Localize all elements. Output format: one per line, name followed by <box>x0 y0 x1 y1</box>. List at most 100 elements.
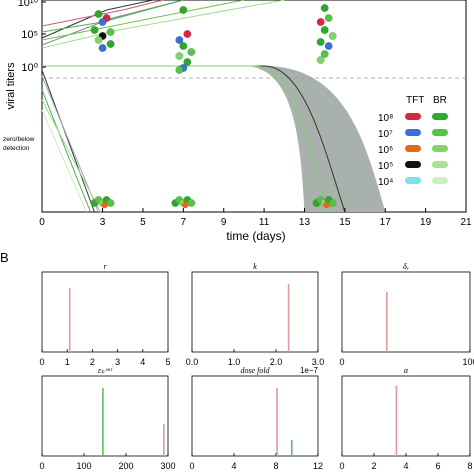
histogram-frame <box>191 271 319 353</box>
x-tick-label: 15 <box>339 217 351 228</box>
x-tick-label: 13 <box>299 217 311 228</box>
legend-swatch-tft <box>405 129 421 136</box>
y-tick-label: 10⁵ <box>21 29 38 41</box>
curve-decay <box>41 89 91 213</box>
histogram-title: dose fold <box>240 366 270 375</box>
data-point <box>175 65 184 74</box>
curve-decay <box>41 69 95 213</box>
data-point <box>98 44 107 53</box>
legend-header-tft: TFT <box>406 95 424 106</box>
x-tick-label: 6 <box>435 461 440 471</box>
data-point <box>320 26 329 35</box>
x-tick-label: 0.0 <box>186 357 199 367</box>
histogram-frame <box>341 271 471 353</box>
legend-swatch-br <box>432 113 448 120</box>
histogram-frame <box>41 271 169 353</box>
histogram-frame <box>191 375 319 457</box>
panel-b-letter: B <box>0 250 9 265</box>
x-axis-ticks: 0 3 5 7 9 11 13 15 17 19 21 <box>39 208 472 228</box>
legend-swatch-tft <box>405 161 421 168</box>
posterior-histogram: dose fold 1e−7 0 4 8 12 <box>189 366 323 471</box>
x-tick-label: 0 <box>39 217 45 228</box>
x-tick-label: 4 <box>403 461 408 471</box>
data-point <box>106 40 115 49</box>
data-point <box>179 42 188 51</box>
x-tick-label: 8 <box>273 461 278 471</box>
data-point <box>175 36 184 45</box>
histogram-title: k <box>253 262 257 271</box>
x-tick-label: 200 <box>118 461 133 471</box>
posterior-histogram: r 0 1 2 3 4 5 <box>39 262 170 367</box>
x-tick-label: 5 <box>165 357 170 367</box>
data-point <box>316 18 325 27</box>
x-tick-label: 21 <box>460 217 472 228</box>
data-point <box>182 201 189 209</box>
data-point <box>323 201 330 209</box>
model-curves <box>41 0 346 213</box>
plot-frame <box>41 0 467 213</box>
x-tick-label: 0 <box>39 357 44 367</box>
x-tick-label: 9 <box>221 217 227 228</box>
legend-swatch-tft <box>405 177 421 184</box>
x-tick-label: 2 <box>90 357 95 367</box>
data-point <box>94 36 103 45</box>
x-tick-label: 3 <box>100 217 106 228</box>
data-point <box>90 26 99 35</box>
x-tick-label: 1.0 <box>228 357 241 367</box>
x-tick-label: 0 <box>189 461 194 471</box>
x-tick-label: 0 <box>339 461 344 471</box>
x-tick-label: 100 <box>76 461 91 471</box>
data-point <box>316 56 325 65</box>
prediction-band <box>42 66 386 212</box>
legend-dose-label: 10⁷ <box>378 129 393 140</box>
x-tick-label: 19 <box>420 217 432 228</box>
curve-growth <box>41 0 285 49</box>
curve-tft <box>42 65 346 213</box>
x-tick-label: 12 <box>313 461 323 471</box>
data-point <box>324 42 333 51</box>
histogram-title: α <box>404 366 409 375</box>
curve-growth <box>41 0 245 41</box>
x-tick-label: 2.0 <box>270 357 283 367</box>
x-tick-label: 300 <box>160 461 175 471</box>
data-point <box>183 30 192 39</box>
curve-decay <box>41 109 87 213</box>
data-point <box>320 3 329 12</box>
below-detection-label: detection <box>3 145 30 152</box>
x-tick-label: 100 <box>462 357 474 367</box>
data-point <box>94 9 103 18</box>
legend-dose-label: 10⁵ <box>378 161 393 172</box>
data-point <box>101 201 108 209</box>
x-tick-label: 7 <box>181 217 187 228</box>
legend-swatch-tft <box>405 113 421 120</box>
x-tick-label: 4 <box>231 461 236 471</box>
histogram-frame <box>341 375 471 457</box>
x-tick-label: 8 <box>467 461 472 471</box>
y-tick-label: 10⁰ <box>21 62 38 74</box>
posterior-histogram: α 0 2 4 6 8 <box>339 366 472 471</box>
histogram-title: r <box>103 262 107 271</box>
data-point <box>183 58 192 67</box>
x-tick-label: 5 <box>140 217 146 228</box>
legend-dose-label: 10⁴ <box>378 177 393 188</box>
legend-dose-label: 10⁸ <box>378 113 393 124</box>
x-tick-label: 3 <box>115 357 120 367</box>
data-point <box>320 50 329 59</box>
x-tick-label: 1 <box>65 357 70 367</box>
posterior-histogram: εₜᵣᵉᵃᵗ 0 100 200 300 <box>39 366 175 471</box>
data-point <box>187 48 196 57</box>
curve-decay <box>41 99 101 213</box>
below-detection-label: zero/below <box>3 136 35 143</box>
panel-a-titer-chart: 0 3 5 7 9 11 13 15 17 19 21 10⁰ 10⁵ 10¹⁰ viral tit… <box>3 0 472 243</box>
x-tick-label: 2 <box>371 461 376 471</box>
legend-swatch-tft <box>405 145 421 152</box>
x-tick-label: 11 <box>259 217 270 228</box>
x-tick-label: 3.0 <box>312 357 325 367</box>
posterior-histogram: k 0.0 1.0 2.0 3.0 <box>186 262 325 367</box>
histogram-title: εₜᵣᵉᵃᵗ <box>98 366 113 375</box>
legend-swatch-br <box>432 129 448 136</box>
legend-swatch-br <box>432 145 448 152</box>
x-tick-label: 17 <box>380 217 392 228</box>
data-point <box>316 38 325 47</box>
